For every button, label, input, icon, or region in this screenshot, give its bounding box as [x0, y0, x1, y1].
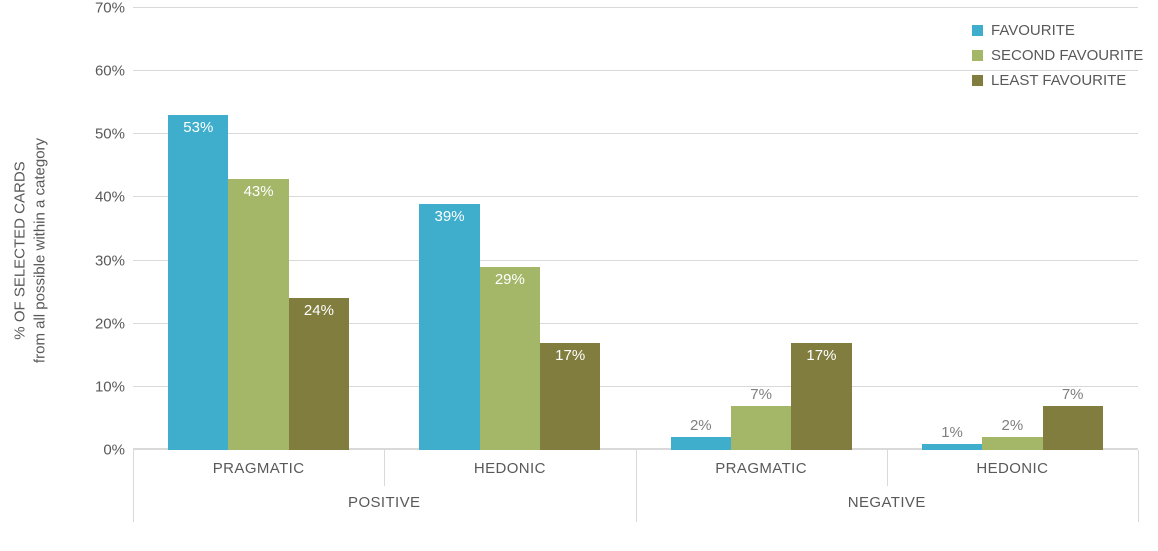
- x-group-label: NEGATIVE: [636, 494, 1139, 511]
- legend: FAVOURITE SECOND FAVOURITE LEAST FAVOURITE: [972, 22, 1143, 97]
- bar-value-label: 43%: [228, 183, 288, 200]
- y-tick-label: 50%: [95, 126, 133, 143]
- bar-value-label: 2%: [982, 417, 1042, 434]
- x-tick-label: PRAGMATIC: [636, 460, 887, 477]
- bar: 7%: [1043, 406, 1103, 450]
- y-tick-label: 60%: [95, 63, 133, 80]
- x-tick-mark: [887, 450, 888, 486]
- x-tick-mark: [133, 450, 134, 522]
- y-tick-label: 30%: [95, 252, 133, 269]
- bar-value-label: 24%: [289, 302, 349, 319]
- bar-value-label: 1%: [922, 424, 982, 441]
- legend-item: SECOND FAVOURITE: [972, 47, 1143, 64]
- legend-label: FAVOURITE: [991, 22, 1075, 39]
- y-tick-label: 20%: [95, 315, 133, 332]
- y-tick-label: 40%: [95, 189, 133, 206]
- x-tick-mark: [636, 450, 637, 522]
- legend-swatch: [972, 25, 983, 36]
- bar: 2%: [982, 437, 1042, 450]
- bar-value-label: 29%: [480, 271, 540, 288]
- bar-chart: % OF SELECTED CARDS from all possible wi…: [0, 0, 1158, 551]
- y-tick-label: 0%: [103, 442, 133, 459]
- bar: 17%: [791, 343, 851, 450]
- x-tick-label: HEDONIC: [887, 460, 1138, 477]
- x-tick-mark: [384, 450, 385, 486]
- bar: 53%: [168, 115, 228, 450]
- bar-value-label: 53%: [168, 119, 228, 136]
- x-tick-label: HEDONIC: [384, 460, 635, 477]
- bar: 29%: [480, 267, 540, 450]
- x-group-label: POSITIVE: [133, 494, 636, 511]
- x-tick-label: PRAGMATIC: [133, 460, 384, 477]
- legend-swatch: [972, 50, 983, 61]
- bar-value-label: 39%: [419, 208, 479, 225]
- bar: 7%: [731, 406, 791, 450]
- legend-item: FAVOURITE: [972, 22, 1143, 39]
- y-tick-label: 10%: [95, 378, 133, 395]
- legend-label: LEAST FAVOURITE: [991, 72, 1126, 89]
- y-tick-label: 70%: [95, 0, 133, 17]
- bar: 39%: [419, 204, 479, 450]
- bar-value-label: 7%: [1043, 386, 1103, 403]
- legend-item: LEAST FAVOURITE: [972, 72, 1143, 89]
- bar-value-label: 17%: [791, 347, 851, 364]
- bar-value-label: 17%: [540, 347, 600, 364]
- bar: 24%: [289, 298, 349, 450]
- y-axis-title: % OF SELECTED CARDS from all possible wi…: [11, 41, 50, 461]
- bar-value-label: 2%: [671, 417, 731, 434]
- legend-swatch: [972, 75, 983, 86]
- x-tick-mark: [1138, 450, 1139, 522]
- bar: 1%: [922, 444, 982, 450]
- legend-label: SECOND FAVOURITE: [991, 47, 1143, 64]
- bar-value-label: 7%: [731, 386, 791, 403]
- bar: 17%: [540, 343, 600, 450]
- bar: 2%: [671, 437, 731, 450]
- bar: 43%: [228, 179, 288, 451]
